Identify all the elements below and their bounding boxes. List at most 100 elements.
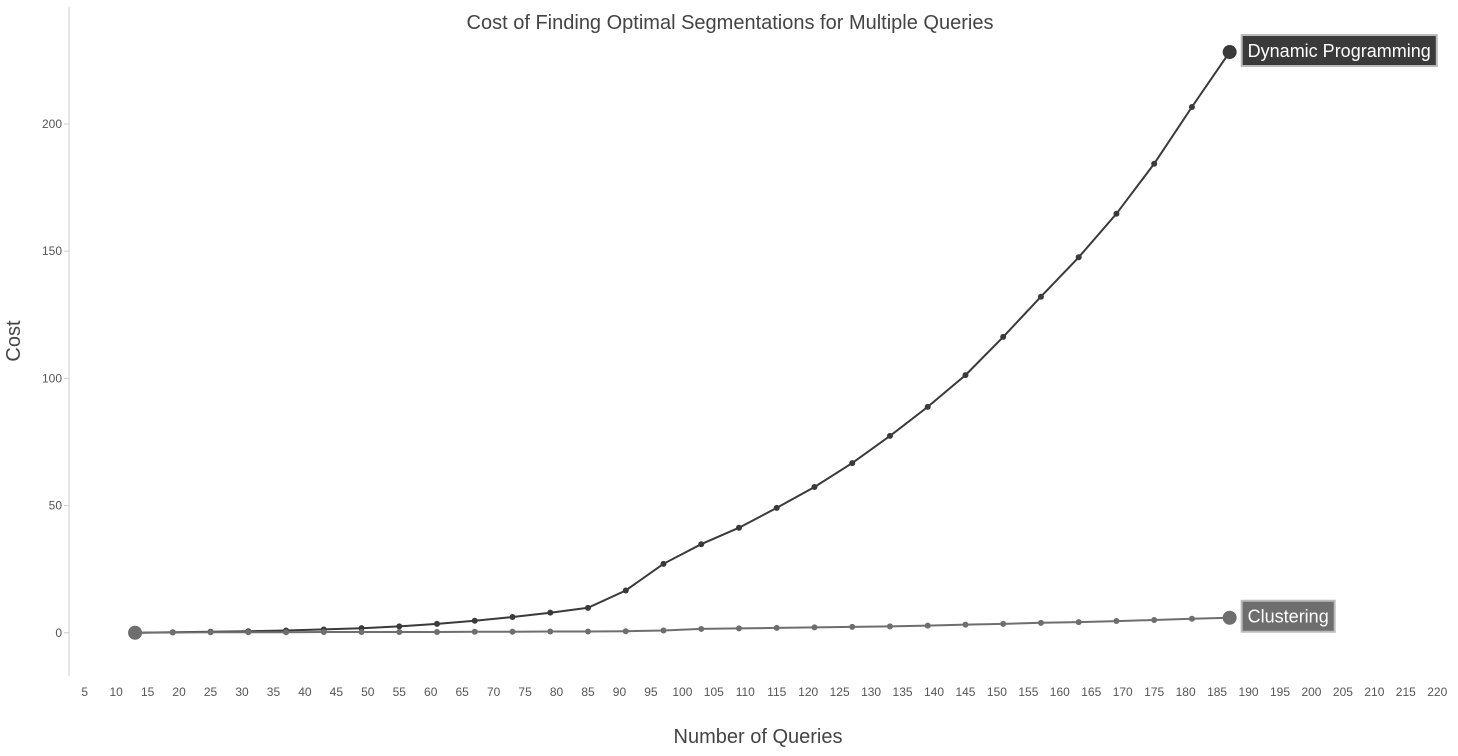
data-point-dynamic-programming: [1037, 293, 1044, 300]
x-tick-label: 120: [798, 685, 818, 699]
x-tick-label: 135: [893, 685, 913, 699]
data-point-clustering: [1222, 610, 1237, 625]
x-tick-label: 210: [1364, 685, 1384, 699]
y-axis-title: Cost: [3, 320, 25, 362]
x-tick-label: 220: [1427, 685, 1447, 699]
x-tick-label: 125: [830, 685, 850, 699]
data-point-clustering: [1037, 619, 1044, 626]
data-point-dynamic-programming: [698, 541, 705, 548]
x-tick-label: 115: [767, 685, 786, 699]
data-point-dynamic-programming: [849, 460, 856, 467]
x-tick-label: 65: [456, 685, 470, 699]
y-tick-label: 50: [49, 499, 63, 513]
data-point-clustering: [1151, 617, 1158, 624]
x-tick-label: 40: [298, 685, 312, 699]
data-point-dynamic-programming: [1000, 333, 1007, 340]
chart-title: Cost of Finding Optimal Segmentations fo…: [467, 12, 994, 34]
data-point-clustering: [283, 629, 290, 636]
data-point-clustering: [773, 624, 780, 631]
y-tick-label: 0: [55, 626, 62, 640]
data-point-dynamic-programming: [396, 623, 403, 630]
x-tick-label: 200: [1301, 685, 1321, 699]
series-end-label: Clustering: [1248, 607, 1329, 627]
data-point-clustering: [320, 628, 327, 635]
data-point-clustering: [434, 628, 441, 635]
x-axis-title: Number of Queries: [674, 726, 843, 748]
data-point-clustering: [735, 625, 742, 632]
data-point-clustering: [128, 625, 143, 640]
data-point-dynamic-programming: [1188, 103, 1195, 110]
x-tick-label: 85: [581, 685, 595, 699]
data-point-clustering: [1113, 618, 1120, 625]
x-tick-label: 170: [1113, 685, 1133, 699]
x-tick-label: 145: [955, 685, 975, 699]
data-point-dynamic-programming: [924, 403, 931, 410]
x-tick-label: 150: [987, 685, 1007, 699]
x-tick-label: 100: [672, 685, 692, 699]
data-point-clustering: [396, 628, 403, 635]
x-tick-label: 160: [1050, 685, 1070, 699]
data-point-clustering: [509, 628, 516, 635]
data-point-dynamic-programming: [622, 587, 629, 594]
series-line-clustering: [135, 616, 1230, 634]
series-end-label: Dynamic Programming: [1248, 41, 1431, 61]
data-point-clustering: [245, 629, 252, 636]
series-end-label-box: [1240, 599, 1336, 633]
data-point-dynamic-programming: [434, 620, 441, 627]
x-tick-label: 195: [1270, 685, 1290, 699]
x-tick-label: 25: [204, 685, 218, 699]
x-tick-label: 30: [235, 685, 249, 699]
data-point-dynamic-programming: [1113, 210, 1120, 217]
data-point-dynamic-programming: [811, 484, 818, 491]
data-point-clustering: [962, 621, 969, 628]
data-point-clustering: [358, 628, 365, 635]
x-tick-label: 55: [393, 685, 407, 699]
x-tick-label: 130: [861, 685, 881, 699]
data-point-clustering: [698, 625, 705, 632]
x-tick-label: 50: [361, 685, 375, 699]
x-tick-label: 180: [1176, 685, 1196, 699]
data-point-clustering: [1000, 620, 1007, 627]
data-point-dynamic-programming: [509, 613, 516, 620]
x-tick-label: 20: [172, 685, 186, 699]
x-tick-label: 35: [267, 685, 281, 699]
x-tick-label: 215: [1396, 685, 1416, 699]
x-tick-label: 90: [613, 685, 627, 699]
x-tick-label: 75: [518, 685, 532, 699]
series-end-label-box: [1240, 34, 1438, 68]
data-point-dynamic-programming: [660, 560, 667, 567]
data-point-dynamic-programming: [886, 432, 893, 439]
x-tick-label: 165: [1081, 685, 1101, 699]
y-tick-label: 100: [42, 371, 62, 385]
x-tick-label: 95: [644, 685, 658, 699]
data-point-dynamic-programming: [585, 604, 591, 611]
x-tick-label: 110: [736, 685, 755, 699]
x-tick-label: 15: [141, 685, 155, 699]
x-tick-label: 190: [1239, 685, 1259, 699]
x-tick-label: 5: [81, 685, 88, 699]
data-point-clustering: [924, 622, 931, 629]
series-line-dynamic-programming: [135, 51, 1231, 634]
x-tick-label: 60: [424, 685, 438, 699]
data-point-dynamic-programming: [773, 504, 780, 511]
data-point-clustering: [1188, 615, 1195, 622]
x-tick-label: 45: [330, 685, 344, 699]
x-tick-label: 175: [1144, 685, 1164, 699]
data-point-dynamic-programming: [1075, 254, 1082, 261]
data-point-dynamic-programming: [1222, 45, 1237, 60]
data-point-clustering: [547, 628, 554, 635]
y-tick-label: 200: [42, 117, 62, 131]
data-point-clustering: [585, 628, 591, 635]
data-point-clustering: [660, 627, 667, 634]
x-tick-label: 205: [1333, 685, 1353, 699]
x-tick-label: 155: [1018, 685, 1038, 699]
data-point-clustering: [169, 629, 176, 636]
x-tick-label: 80: [550, 685, 564, 699]
data-point-clustering: [471, 628, 478, 635]
data-point-clustering: [886, 623, 893, 630]
x-tick-label: 140: [924, 685, 944, 699]
data-point-dynamic-programming: [735, 524, 742, 531]
data-point-dynamic-programming: [547, 609, 554, 616]
x-tick-label: 105: [704, 685, 724, 699]
